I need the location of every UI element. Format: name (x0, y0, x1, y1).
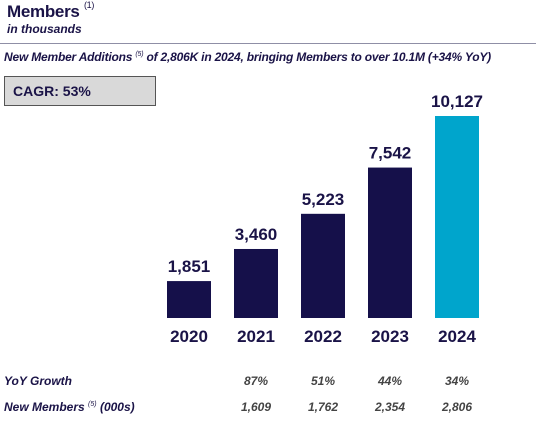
divider (0, 43, 536, 44)
title-footnote: (1) (83, 0, 95, 11)
new-members-label: New Members (5) (000s) (4, 400, 135, 414)
cagr-value: 53% (62, 83, 91, 99)
new-members-cell: 2,806 (441, 400, 473, 414)
value-label-2023: 7,542 (369, 144, 412, 163)
yoy-growth-cell: 34% (444, 374, 470, 388)
new-members-text: New Members (4, 400, 85, 414)
new-members-unit: (000s) (96, 400, 135, 414)
yoy-growth-label: YoY Growth (4, 374, 73, 388)
title-text: Members (7, 2, 80, 21)
year-label-2022: 2022 (304, 327, 342, 346)
year-label-2024: 2024 (438, 327, 476, 346)
year-label-2021: 2021 (237, 327, 275, 346)
bar-2023 (368, 167, 412, 318)
bar-2020 (167, 281, 211, 318)
yoy-growth-cell: 44% (377, 374, 403, 388)
headline-part1: New Member Additions (4, 50, 133, 64)
yoy-growth-cell: 51% (310, 374, 336, 388)
cagr-label: CAGR: (13, 83, 59, 99)
chart-title: Members (1) (7, 0, 95, 22)
bar-2022 (301, 213, 345, 318)
value-label-2020: 1,851 (168, 257, 211, 276)
headline: New Member Additions (5) of 2,806K in 20… (4, 50, 491, 64)
year-label-2020: 2020 (170, 327, 208, 346)
value-label-2022: 5,223 (302, 190, 345, 209)
headline-part2: of 2,806K in 2024, bringing Members to o… (143, 50, 491, 64)
yoy-growth-cell: 87% (243, 374, 269, 388)
new-members-footnote: (5) (88, 401, 97, 408)
chart-subtitle: in thousands (7, 22, 82, 36)
year-label-2023: 2023 (371, 327, 409, 346)
headline-footnote: (5) (135, 51, 144, 58)
new-members-cell: 2,354 (374, 400, 406, 414)
bar-2021 (234, 248, 278, 318)
value-label-2021: 3,460 (235, 225, 278, 244)
value-label-2024: 10,127 (431, 92, 483, 111)
bar-2024 (435, 116, 479, 318)
new-members-cell: 1,609 (240, 400, 272, 414)
new-members-cell: 1,762 (307, 400, 339, 414)
cagr-box: CAGR: 53% (4, 76, 156, 106)
